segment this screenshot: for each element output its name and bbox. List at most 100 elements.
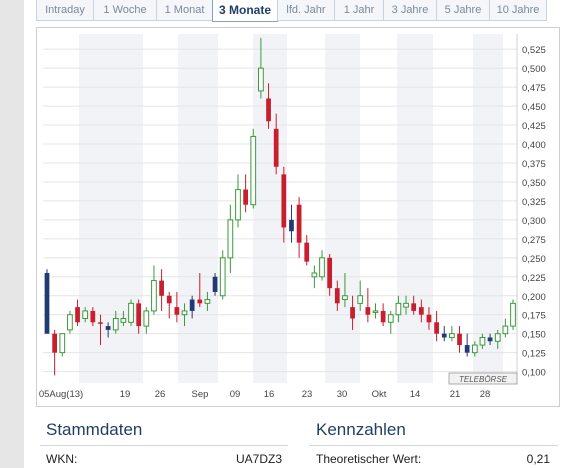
candle bbox=[250, 128, 257, 209]
candle-body bbox=[403, 302, 409, 308]
candle bbox=[212, 272, 218, 296]
candle bbox=[227, 204, 234, 273]
candle-body bbox=[59, 333, 66, 354]
candle-body bbox=[380, 310, 386, 323]
candles bbox=[44, 37, 516, 376]
candle bbox=[98, 314, 103, 346]
theoretischer-wert-label: Theoretischer Wert: bbox=[316, 452, 422, 466]
candle-body bbox=[136, 303, 142, 327]
tab-3-monate[interactable]: 3 Monate bbox=[212, 0, 278, 22]
y-tick-label: 0,125 bbox=[522, 349, 546, 360]
candle bbox=[411, 295, 417, 315]
candle-body bbox=[434, 322, 439, 334]
candle bbox=[235, 174, 241, 228]
left-sidebar-strip bbox=[0, 0, 24, 468]
candle-body bbox=[441, 333, 447, 338]
tab-lfd-jahr[interactable]: lfd. Jahr bbox=[277, 0, 335, 21]
tab-5-jahre[interactable]: 5 Jahre bbox=[436, 0, 490, 21]
candle bbox=[304, 235, 310, 266]
candle-body bbox=[98, 322, 103, 324]
candle bbox=[441, 326, 447, 342]
candle-body bbox=[289, 219, 294, 232]
candle-body bbox=[219, 257, 226, 297]
candle bbox=[471, 341, 478, 357]
candle-body bbox=[334, 288, 340, 304]
candle bbox=[327, 254, 333, 296]
candle bbox=[357, 280, 364, 311]
tab-3-jahre[interactable]: 3 Jahre bbox=[383, 0, 437, 21]
candle bbox=[449, 326, 455, 342]
candle bbox=[479, 333, 486, 349]
week-band bbox=[253, 34, 287, 383]
candle-body bbox=[112, 318, 119, 331]
candle bbox=[90, 307, 96, 327]
candle-body bbox=[204, 299, 211, 304]
candle-body bbox=[426, 314, 432, 323]
candle-body bbox=[395, 302, 402, 316]
candle-body bbox=[82, 310, 89, 320]
candle bbox=[319, 250, 325, 281]
candle-body bbox=[44, 272, 50, 334]
candle bbox=[266, 83, 271, 129]
candle bbox=[258, 37, 264, 99]
candle bbox=[174, 291, 180, 323]
candle-body bbox=[357, 295, 364, 304]
stammdaten-divider bbox=[40, 445, 288, 446]
candle bbox=[52, 329, 58, 376]
x-tick-label: 26 bbox=[155, 389, 166, 400]
kennzahlen-divider bbox=[310, 445, 558, 446]
candle bbox=[143, 307, 150, 334]
tab-1-woche[interactable]: 1 Woche bbox=[93, 0, 157, 21]
candle-body bbox=[471, 344, 478, 354]
candle-body bbox=[350, 307, 355, 319]
grid-lines bbox=[43, 34, 518, 383]
tab-1-monat[interactable]: 1 Monat bbox=[156, 0, 213, 21]
y-tick-label: 0,300 bbox=[522, 216, 546, 227]
candle bbox=[296, 197, 302, 258]
x-tick-label: 14 bbox=[410, 389, 421, 400]
candle bbox=[243, 174, 248, 213]
candle bbox=[418, 299, 424, 323]
x-tick-label: 16 bbox=[264, 389, 275, 400]
wkn-label: WKN: bbox=[46, 452, 78, 466]
candle bbox=[44, 269, 50, 334]
candle-body bbox=[487, 337, 493, 342]
stammdaten-title: Stammdaten bbox=[46, 420, 143, 439]
candle-body bbox=[143, 310, 150, 327]
candlestick-chart: 0,100 0,125 0,150 0,175 0,200 0,225 0,250 0,275… bbox=[39, 34, 546, 400]
candle-body bbox=[342, 295, 348, 301]
candle-body bbox=[273, 128, 279, 167]
candle bbox=[189, 295, 195, 319]
candle bbox=[166, 291, 172, 319]
wkn-value: UA7DZ3 bbox=[235, 452, 282, 466]
y-axis-labels: 0,100 0,125 0,150 0,175 0,200 0,225 0,250 0,275… bbox=[522, 45, 546, 378]
candle-body bbox=[281, 174, 287, 228]
candle-body bbox=[128, 302, 134, 323]
candle bbox=[487, 333, 493, 346]
y-tick-label: 0,475 bbox=[522, 83, 546, 94]
candle bbox=[219, 250, 226, 300]
candle-body bbox=[304, 242, 310, 262]
candle bbox=[151, 265, 157, 315]
week-band bbox=[325, 34, 360, 383]
week-band bbox=[473, 34, 503, 383]
candle bbox=[426, 307, 432, 330]
candle bbox=[281, 166, 287, 243]
candle-body bbox=[189, 299, 195, 311]
y-tick-label: 0,150 bbox=[522, 330, 546, 341]
x-tick-label: 21 bbox=[450, 389, 461, 400]
x-tick-label: 30 bbox=[337, 389, 348, 400]
candle-body bbox=[479, 336, 486, 346]
candle bbox=[112, 310, 119, 334]
candle bbox=[181, 303, 188, 327]
week-band bbox=[178, 34, 218, 383]
tab-10-jahre[interactable]: 10 Jahre bbox=[489, 0, 547, 21]
candle bbox=[372, 303, 379, 319]
week-band bbox=[79, 34, 143, 383]
candle bbox=[67, 310, 73, 334]
candle bbox=[204, 291, 211, 311]
candle-body bbox=[411, 303, 417, 311]
tab-intraday[interactable]: Intraday bbox=[36, 0, 94, 21]
kennzahlen-title: Kennzahlen bbox=[316, 420, 406, 439]
tab-1-jahr[interactable]: 1 Jahr bbox=[334, 0, 384, 21]
